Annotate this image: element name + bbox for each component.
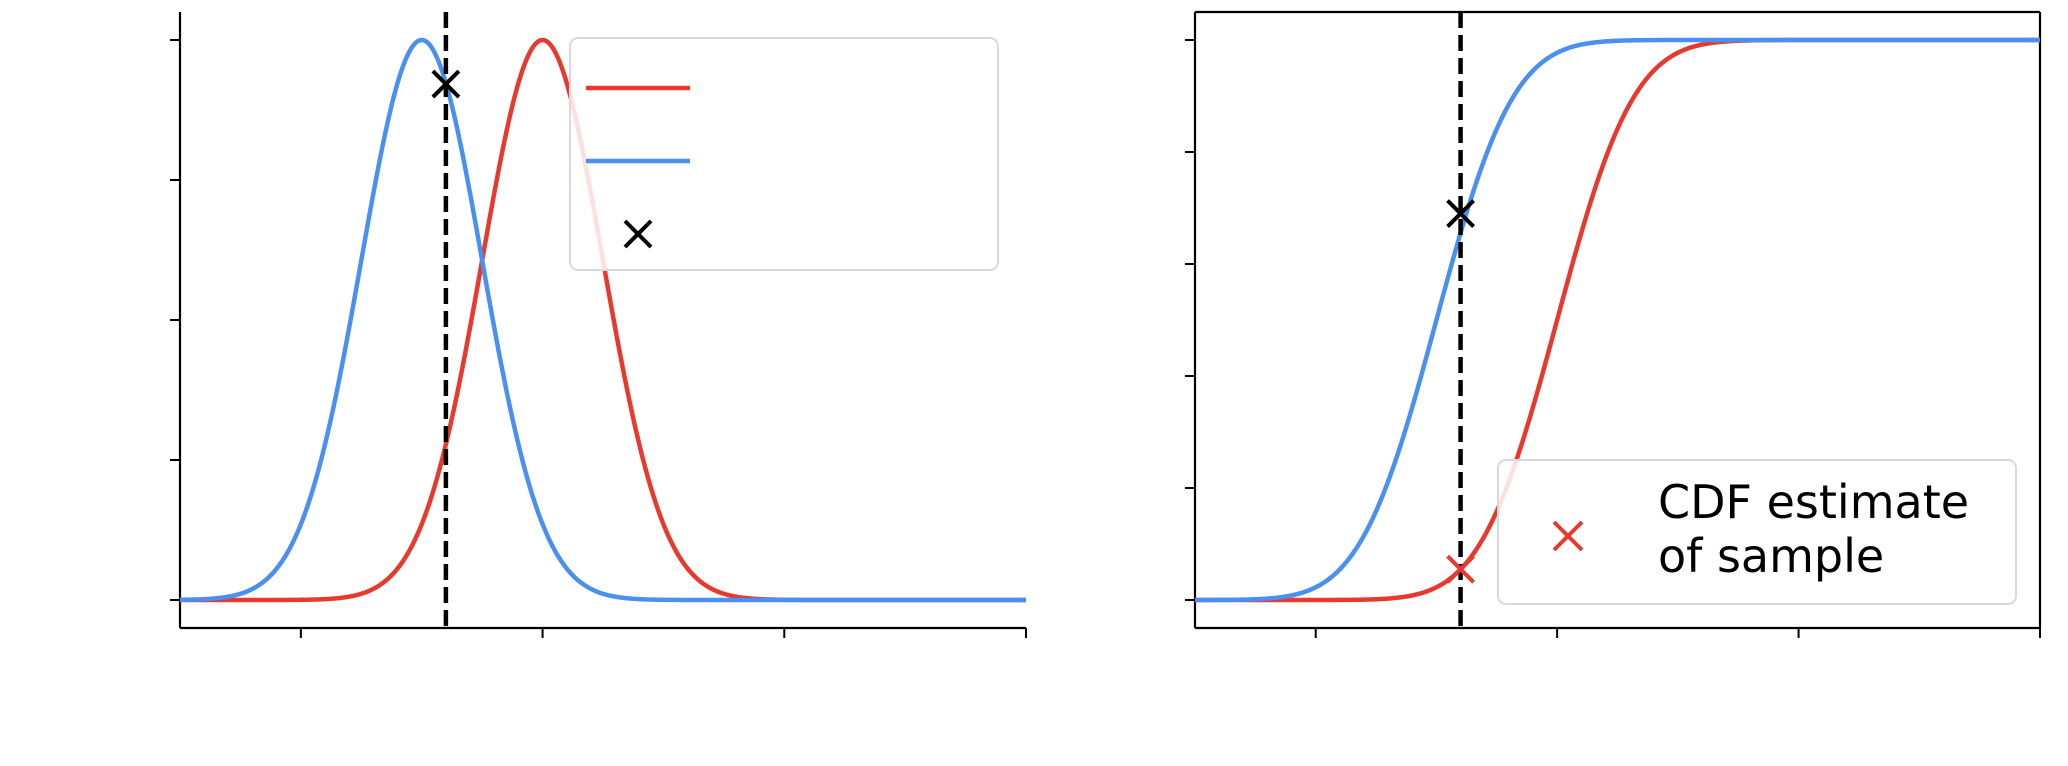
pdf-panel <box>170 12 1027 638</box>
series-line-true <box>180 37 1026 603</box>
marker-stroke <box>1446 199 1475 229</box>
legend-frame <box>1497 459 2017 605</box>
legend-label: CDF estimate <box>1658 475 1969 529</box>
sample-marker <box>1446 554 1475 584</box>
sample-marker <box>1446 199 1475 229</box>
legend-swatch-marker <box>1552 520 1584 552</box>
legend-swatch-marker <box>623 219 653 249</box>
legend <box>569 37 999 271</box>
series-line-true <box>1195 37 2040 603</box>
legend-label: of sample <box>1658 529 1884 583</box>
sample-marker <box>431 69 461 99</box>
plot-area <box>1195 37 2040 603</box>
legend-frame <box>569 37 999 271</box>
marker-stroke <box>1446 554 1475 584</box>
marker-stroke <box>431 69 461 99</box>
